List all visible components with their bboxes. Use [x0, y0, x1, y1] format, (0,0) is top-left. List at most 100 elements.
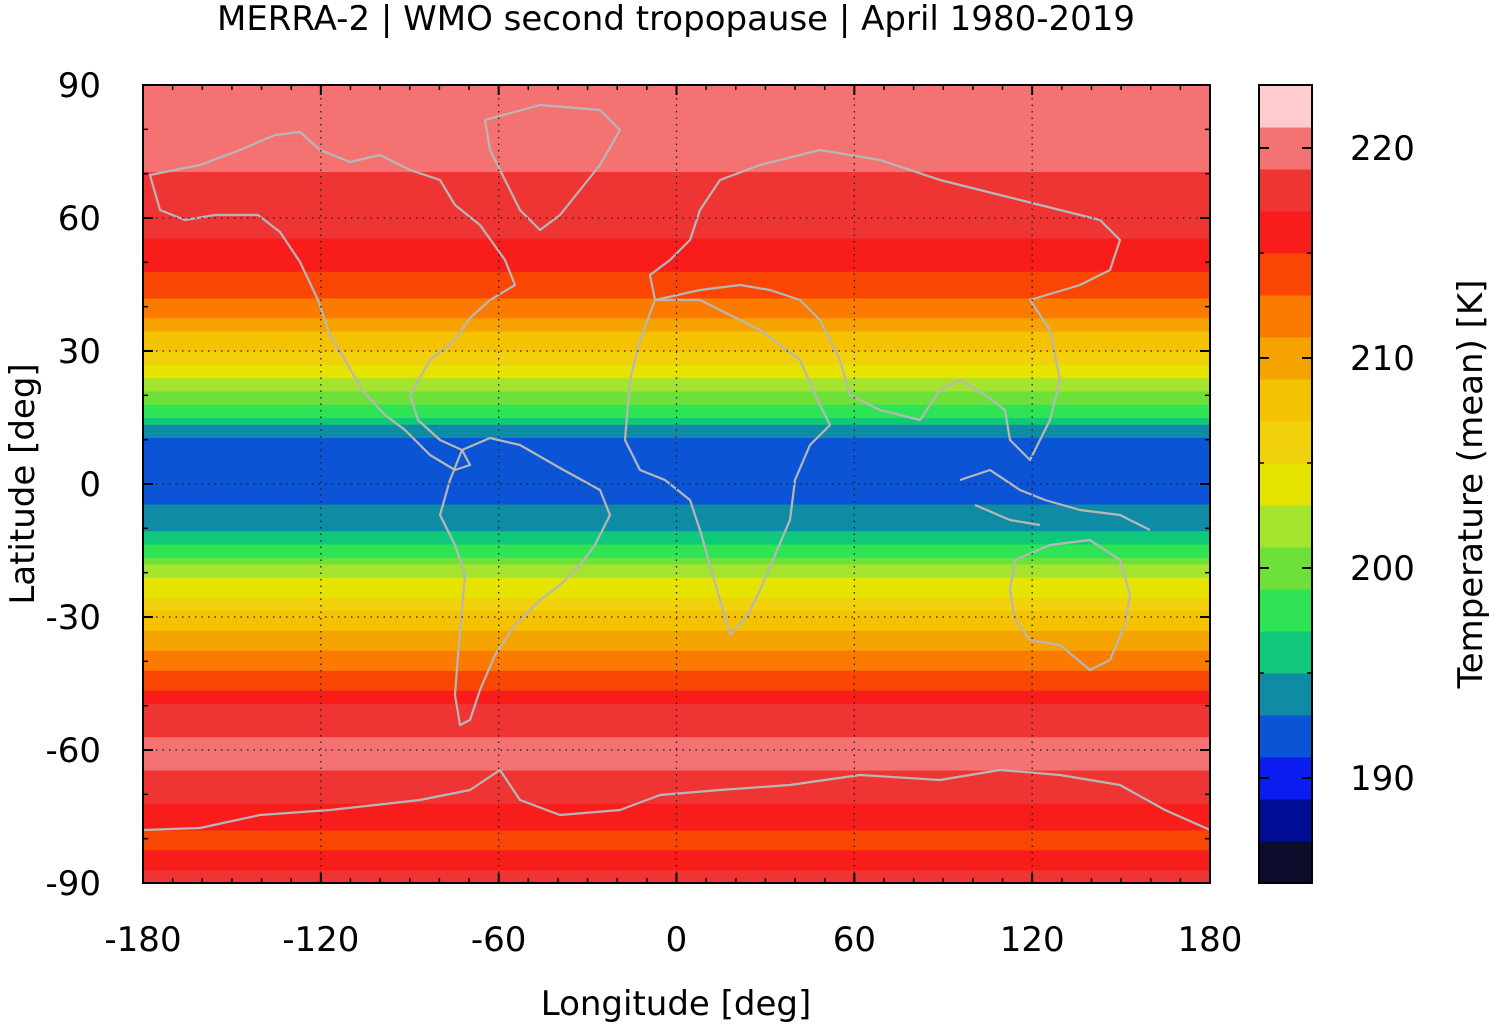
heatmap-band [143, 577, 1210, 585]
heatmap-band [143, 769, 1210, 778]
heatmap-band [143, 91, 1210, 99]
heatmap-band [143, 211, 1210, 219]
grid-lines [143, 85, 1210, 883]
y-axis-label: Latitude [deg] [3, 363, 43, 604]
colorbar-ticks: 220 210 200 190 [1259, 129, 1415, 799]
heatmap-band [143, 783, 1210, 791]
heatmap-band [143, 623, 1210, 631]
x-tick-label: 180 [1178, 920, 1243, 960]
greenland-outline [483, 103, 622, 232]
heatmap-band [143, 444, 1210, 452]
heatmap-band [143, 723, 1210, 731]
africa-eurasia-outline [648, 148, 1122, 462]
heatmap-band [143, 364, 1210, 372]
colorbar-segment [1259, 799, 1312, 842]
heatmap-band [143, 643, 1210, 651]
colorbar-segment [1259, 421, 1312, 464]
x-tick-label: 120 [1000, 920, 1065, 960]
heatmap-band [143, 690, 1210, 698]
y-tick-label: 90 [58, 66, 101, 106]
heatmap-band [143, 597, 1210, 605]
heatmap-band [143, 384, 1210, 392]
heatmap-band [143, 603, 1210, 611]
heatmap-field [143, 85, 1210, 883]
heatmap-band [143, 750, 1210, 758]
heatmap-band [143, 756, 1210, 764]
x-tick-label: -180 [104, 920, 181, 960]
heatmap-band [143, 670, 1210, 678]
y-tick-label: 0 [79, 465, 101, 505]
colorbar-segment [1259, 631, 1312, 674]
colorbar-label: Temperature (mean) [K] [1451, 280, 1491, 690]
heatmap-band [143, 351, 1210, 359]
y-axis: 90 60 30 0 -30 -60 -90 [45, 66, 1210, 904]
heatmap-band [143, 337, 1210, 345]
colorbar-segment [1259, 589, 1312, 632]
colorbar-tick-label: 200 [1350, 549, 1415, 589]
heatmap-band [143, 131, 1210, 139]
colorbar [1259, 85, 1312, 884]
colorbar-segment [1259, 253, 1312, 296]
y-tick-label: 60 [58, 199, 101, 239]
heatmap-band [143, 184, 1210, 192]
colorbar-tick-label: 220 [1350, 129, 1415, 169]
heatmap-band [143, 144, 1210, 153]
heatmap-band [143, 111, 1210, 119]
heatmap-band [143, 178, 1210, 186]
heatmap-band [143, 636, 1210, 645]
heatmap-band [143, 118, 1210, 126]
heatmap-band [143, 424, 1210, 432]
heatmap-band [143, 497, 1210, 505]
colorbar-segment [1259, 295, 1312, 338]
x-tick-label: 0 [666, 920, 688, 960]
heatmap-band [143, 683, 1210, 691]
maritime-continent-outline [959, 468, 1151, 531]
heatmap-band [143, 650, 1210, 658]
colorbar-tick-label: 190 [1350, 759, 1415, 799]
heatmap-band [143, 470, 1210, 478]
colorbar-segment [1259, 463, 1312, 506]
heatmap-band [143, 284, 1210, 292]
heatmap-band [143, 736, 1210, 744]
heatmap-band [143, 703, 1210, 711]
heatmap-band [143, 583, 1210, 591]
africa-outline [623, 298, 832, 637]
heatmap-band [143, 484, 1210, 492]
heatmap-band [143, 304, 1210, 312]
heatmap-band [143, 490, 1210, 498]
heatmap-band [143, 171, 1210, 179]
heatmap-band [143, 663, 1210, 671]
heatmap-band [143, 151, 1210, 159]
heatmap-band [143, 430, 1210, 439]
heatmap-band [143, 124, 1210, 133]
heatmap-band [143, 863, 1210, 871]
colorbar-segment [1259, 673, 1312, 716]
heatmap-band [143, 464, 1210, 472]
colorbar-frame [1258, 84, 1313, 884]
heatmap-band [143, 324, 1210, 332]
heatmap-band [143, 630, 1210, 638]
heatmap-band [143, 104, 1210, 113]
heatmap-band [143, 404, 1210, 412]
colorbar-segment [1259, 505, 1312, 548]
heatmap-band [143, 158, 1210, 166]
y-tick-label: 30 [58, 332, 101, 372]
x-axis: -180 -120 -60 0 60 120 180 [104, 85, 1242, 960]
south-america-outline [438, 436, 612, 727]
heatmap-band [143, 417, 1210, 425]
colorbar-segment [1259, 841, 1312, 884]
x-tick-label: -60 [471, 920, 527, 960]
x-axis-label: Longitude [deg] [541, 984, 812, 1024]
heatmap-band [143, 450, 1210, 458]
heatmap-band [143, 390, 1210, 399]
heatmap-band [143, 191, 1210, 199]
heatmap-band [143, 198, 1210, 206]
x-tick-label: 60 [833, 920, 876, 960]
x-tick-label: -120 [282, 920, 359, 960]
heatmap-band [143, 331, 1210, 339]
heatmap-band [143, 297, 1210, 306]
heatmap-band [143, 610, 1210, 618]
heatmap-band [143, 477, 1210, 485]
heatmap-band [143, 317, 1210, 325]
heatmap-band [143, 204, 1210, 212]
